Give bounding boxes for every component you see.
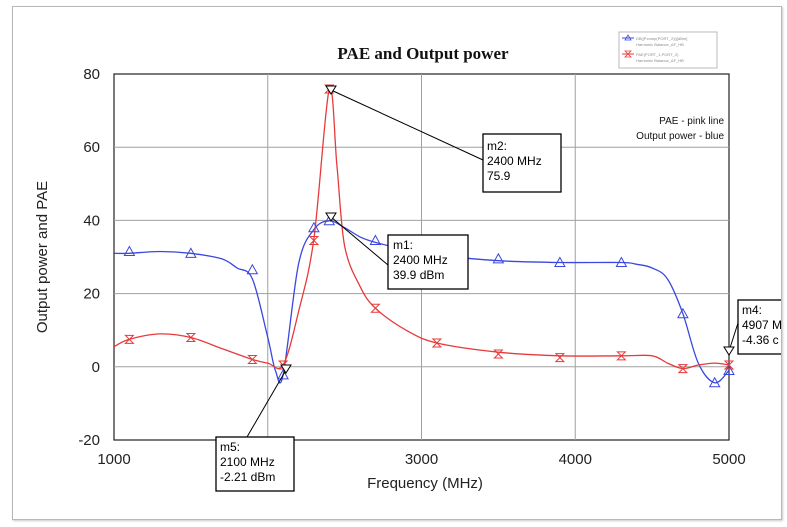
- curves: [113, 86, 730, 384]
- series-1-point: [308, 221, 320, 233]
- m2-leader-line: [330, 89, 484, 161]
- m2-marker-icon: [325, 85, 337, 95]
- series-1-point: [185, 247, 197, 258]
- m2-value: 75.9: [487, 169, 511, 183]
- y-tick-label: 0: [92, 359, 100, 376]
- series-1-point: [277, 368, 289, 380]
- series-1-point: [708, 376, 721, 388]
- x-axis-label: Frequency (MHz): [367, 475, 483, 492]
- series-2-point: [677, 364, 689, 374]
- series-2-point: [554, 353, 566, 363]
- x-tick-label: 4000: [559, 451, 592, 468]
- m1-marker-icon: [325, 212, 337, 222]
- y-axis-label: Output power and PAE: [34, 181, 51, 333]
- m5-label: m5:: [220, 440, 240, 454]
- series-2-point: [723, 360, 735, 370]
- series-1-point: [723, 364, 735, 375]
- chart-title: PAE and Output power: [337, 44, 509, 63]
- series-2-point: [185, 333, 197, 343]
- annotation-output-power: Output power - blue: [636, 131, 724, 142]
- m4-leader-line: [728, 322, 739, 352]
- y-tick-label: 20: [83, 286, 100, 303]
- m2-box: [482, 133, 562, 193]
- m5-value: -2.21 dBm: [220, 470, 275, 484]
- m1-label: m1:: [393, 238, 413, 252]
- series-1-point: [615, 256, 628, 267]
- series-2-point: [616, 351, 627, 361]
- m5-leader-line: [246, 369, 287, 438]
- m5-marker-icon: [280, 364, 292, 374]
- series-line-2: [113, 86, 730, 370]
- m2-freq: 2400 MHz: [487, 154, 542, 168]
- m4-marker-icon: [723, 346, 735, 356]
- y-tick-label: 80: [83, 66, 100, 83]
- y-tick-label: -20: [78, 432, 100, 449]
- series-1-point: [677, 307, 689, 319]
- m4-label: m4:: [742, 303, 762, 317]
- series-2-point: [370, 303, 381, 313]
- series-2-point: [308, 236, 320, 246]
- series-1-point: [369, 234, 382, 246]
- m1-value: 39.9 dBm: [393, 268, 444, 282]
- x-tick-label: 1000: [97, 451, 130, 468]
- m4-box: [737, 299, 781, 355]
- m1-freq: 2400 MHz: [393, 253, 448, 267]
- series-2-point: [247, 354, 258, 364]
- m1-leader-line: [330, 216, 389, 266]
- x-tick-label: 5000: [712, 451, 745, 468]
- legend-entry-1: DB(|Pcomp(PORT_2)|)[dBm]: [636, 36, 687, 41]
- m4-value: -4.36 c: [742, 333, 779, 347]
- y-tick-label: 40: [83, 212, 100, 229]
- m2-label: m2:: [487, 139, 507, 153]
- annotation-pae: PAE - pink line: [659, 116, 724, 127]
- marker-callouts: m2: 2400 MHz 75.9 m1: 2400 MHz 39.9 dBm …: [215, 85, 781, 492]
- m5-box: [215, 436, 295, 492]
- series-1-point: [246, 263, 259, 275]
- series-2-point: [124, 334, 135, 344]
- series-1-point: [554, 256, 566, 267]
- legend-triangle-icon: [624, 34, 632, 41]
- series-1-point: [123, 245, 136, 257]
- series-2-point: [493, 349, 504, 359]
- m1-box: [387, 234, 469, 290]
- legend-entry-2: Harmonic Balance_AF_HB: [636, 42, 684, 47]
- m4-freq: 4907 M: [742, 318, 781, 332]
- y-tick-label: 60: [83, 139, 100, 156]
- x-tick-label: 3000: [405, 451, 438, 468]
- legend: DB(|Pcomp(PORT_2)|)[dBm] Harmonic Balanc…: [618, 31, 718, 69]
- series-line-1: [113, 220, 730, 384]
- grid: [114, 74, 729, 440]
- series-1-point: [492, 252, 505, 264]
- legend-entry-4: Harmonic Balance_AF_HB: [636, 58, 684, 63]
- series-2-point: [431, 338, 443, 348]
- legend-entry-3: PAE(PORT_1,PORT_2): [636, 52, 679, 57]
- legend-hourglass-icon: [624, 50, 632, 58]
- m5-freq: 2100 MHz: [220, 455, 275, 469]
- legend-box: [618, 31, 718, 69]
